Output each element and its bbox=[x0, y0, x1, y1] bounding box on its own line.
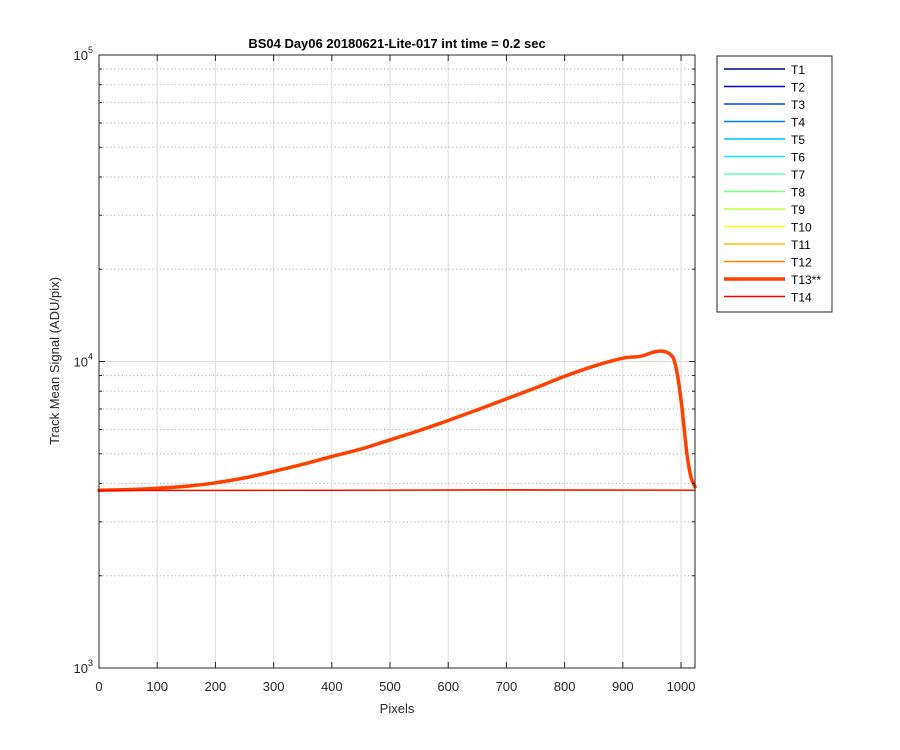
legend-label: T9 bbox=[791, 203, 805, 217]
legend-label: T1 bbox=[791, 63, 805, 77]
legend-label: T12 bbox=[791, 256, 812, 270]
legend-box bbox=[716, 55, 833, 313]
x-tick-label: 1000 bbox=[667, 679, 696, 694]
legend-label: T4 bbox=[791, 116, 805, 130]
x-tick-label: 500 bbox=[379, 679, 401, 694]
x-tick-label: 800 bbox=[554, 679, 576, 694]
legend-label: T11 bbox=[791, 238, 811, 252]
y-tick-label: 105 bbox=[74, 45, 93, 63]
series-line-t13 bbox=[97, 349, 697, 493]
x-tick-label: 400 bbox=[321, 679, 343, 694]
x-axis-label: Pixels bbox=[380, 701, 415, 716]
x-tick-label: 0 bbox=[95, 679, 102, 694]
legend-label: T6 bbox=[791, 151, 805, 165]
legend-label: T3 bbox=[791, 98, 805, 112]
legend-label: T5 bbox=[791, 133, 805, 147]
legend-label: T10 bbox=[791, 221, 812, 235]
y-tick-label: 104 bbox=[74, 352, 93, 370]
legend-label: T14 bbox=[791, 291, 812, 305]
series-layer bbox=[97, 349, 697, 493]
x-tick-label: 700 bbox=[496, 679, 518, 694]
legend-label: T13** bbox=[791, 273, 821, 287]
series-line-t14 bbox=[98, 489, 696, 492]
legend-label: T2 bbox=[791, 81, 805, 95]
tick-layer: 103 104 105 0 100 200 300 400 500 600 700 800 900 100… bbox=[74, 45, 696, 694]
x-tick-label: 300 bbox=[263, 679, 285, 694]
x-tick-label: 900 bbox=[612, 679, 634, 694]
legend-label: T8 bbox=[791, 186, 805, 200]
chart-title: BS04 Day06 20180621-Lite-017 int time = … bbox=[248, 36, 545, 51]
y-tick-label: 103 bbox=[74, 658, 93, 676]
legend: T1 T2 T3 T4 T5 T6 T7 T8 T9 T10 T11 T12 T13** T14 bbox=[716, 55, 833, 313]
x-tick-label: 100 bbox=[146, 679, 168, 694]
legend-label: T7 bbox=[791, 168, 805, 182]
x-tick-label: 600 bbox=[437, 679, 459, 694]
y-axis-label: Track Mean Signal (ADU/pix) bbox=[47, 277, 62, 445]
x-tick-label: 200 bbox=[205, 679, 227, 694]
